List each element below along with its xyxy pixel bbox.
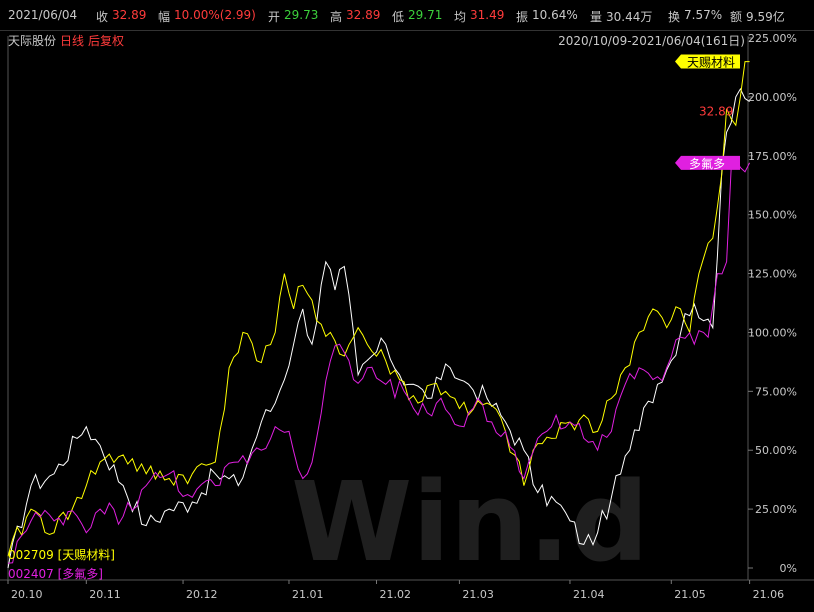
x-tick-label: 20.11 bbox=[89, 588, 121, 601]
vol-label: 量 bbox=[590, 10, 603, 24]
end-label-duofuduo: 多氟多 bbox=[689, 157, 725, 171]
x-tick-label: 21.01 bbox=[292, 588, 324, 601]
amp-value: 10.64% bbox=[532, 8, 578, 22]
tick-layer: 0% 25.00% 50.00% 75.00% 100.00% 125.00% 150.00… bbox=[7, 32, 797, 601]
close-label: 收 bbox=[96, 10, 109, 24]
y-tick-label: 125.00% bbox=[748, 268, 797, 281]
end-label-tianci: 天赐材料 bbox=[687, 56, 735, 70]
adjust-option[interactable]: 后复权 bbox=[88, 34, 125, 48]
y-tick-label: 200.00% bbox=[748, 91, 797, 104]
change-value: 10.00%(2.99) bbox=[174, 8, 256, 22]
change-label: 幅 bbox=[158, 10, 171, 24]
y-tick-label: 175.00% bbox=[748, 150, 797, 163]
x-tick-label: 21.02 bbox=[380, 588, 412, 601]
x-tick-label: 20.12 bbox=[186, 588, 218, 601]
high-value: 32.89 bbox=[346, 8, 381, 22]
y-tick-label: 75.00% bbox=[755, 385, 797, 398]
avg-label: 均 bbox=[454, 10, 467, 24]
low-label: 低 bbox=[392, 10, 405, 24]
open-value: 29.73 bbox=[284, 8, 319, 22]
series-duofuduo-line bbox=[7, 157, 751, 564]
close-value: 32.89 bbox=[112, 8, 147, 22]
y-tick-label: 150.00% bbox=[748, 209, 797, 222]
x-tick-label: 21.03 bbox=[462, 588, 494, 601]
x-tick-label: 21.04 bbox=[573, 588, 605, 601]
x-tick-label: 21.06 bbox=[753, 588, 785, 601]
quote-date: 2021/06/04 bbox=[8, 8, 78, 22]
legend-duofuduo: 002407 [多氟多] bbox=[8, 567, 103, 581]
series-tianci-line bbox=[7, 61, 750, 557]
y-tick-label: 0% bbox=[780, 562, 797, 575]
end-label-price: 32.89 bbox=[699, 105, 733, 119]
turn-label: 换 bbox=[668, 10, 681, 24]
grid-layer bbox=[0, 36, 814, 581]
stock-name: 天际股份 bbox=[8, 34, 57, 48]
period-option[interactable]: 日线 bbox=[60, 34, 85, 48]
series-layer bbox=[7, 61, 751, 569]
high-label: 高 bbox=[330, 10, 343, 24]
end-label-layer: 天赐材料 32.89 多氟多 bbox=[675, 54, 740, 171]
open-label: 开 bbox=[268, 10, 281, 24]
date-range: 2020/10/09-2021/06/04(161日) bbox=[558, 34, 745, 48]
chart-title: 天际股份 日线 后复权 bbox=[8, 32, 124, 49]
y-tick-label: 225.00% bbox=[748, 32, 797, 45]
avg-value: 31.49 bbox=[470, 8, 505, 22]
watermark: Win.d bbox=[291, 458, 649, 586]
amp-label: 振 bbox=[516, 10, 529, 24]
low-value: 29.71 bbox=[408, 8, 443, 22]
x-tick-label: 21.05 bbox=[674, 588, 706, 601]
quote-bar: 2021/06/04 收 32.89 幅 10.00%(2.99) 开 29.7… bbox=[0, 0, 814, 31]
y-tick-label: 100.00% bbox=[748, 326, 797, 339]
legend-tianci: 002709 [天赐材料] bbox=[8, 548, 115, 562]
end-flag-tianci bbox=[675, 54, 740, 69]
turn-value: 7.57% bbox=[684, 8, 723, 22]
end-flag-duofuduo bbox=[675, 155, 740, 170]
amt-label: 额 bbox=[730, 10, 743, 24]
amt-value: 9.59亿 bbox=[746, 10, 785, 24]
vol-value: 30.44万 bbox=[606, 10, 653, 24]
y-tick-label: 50.00% bbox=[755, 444, 797, 457]
y-tick-label: 25.00% bbox=[755, 503, 797, 516]
x-tick-label: 20.10 bbox=[11, 588, 43, 601]
